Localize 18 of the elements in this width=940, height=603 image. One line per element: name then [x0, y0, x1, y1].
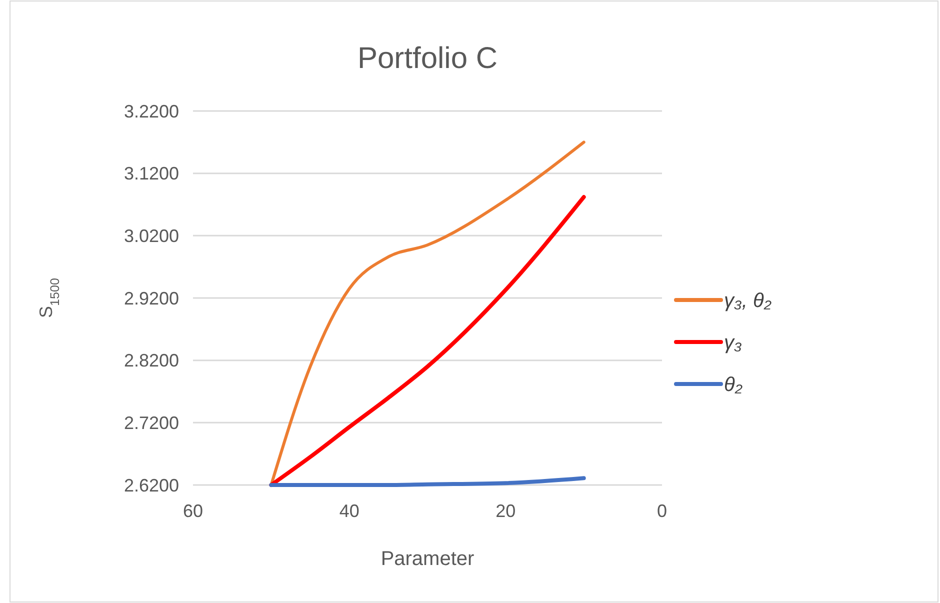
x-tick-label: 60 — [182, 501, 204, 521]
y-tick-label: 2.6200 — [124, 475, 179, 496]
y-tick-label: 3.2200 — [124, 101, 179, 122]
y-tick-label: 2.8200 — [124, 350, 179, 371]
legend-label: γ₃ — [724, 332, 742, 354]
x-axis-title: Parameter — [380, 548, 475, 570]
y-tick-label: 2.9200 — [124, 288, 179, 308]
chart-title: Portfolio C — [357, 42, 498, 75]
line-series — [269, 195, 586, 487]
line-series — [269, 476, 586, 487]
x-tick-label: 40 — [339, 501, 360, 521]
legend-label: γ₃, θ₂ — [724, 290, 772, 312]
y-tick-label: 3.1200 — [124, 164, 179, 184]
x-tick-label: 0 — [656, 501, 668, 521]
x-tick-label: 20 — [496, 501, 516, 521]
y-tick-label: 3.0200 — [124, 226, 179, 246]
y-tick-label: 2.7200 — [124, 412, 179, 433]
legend-label: θ₂ — [724, 374, 743, 396]
